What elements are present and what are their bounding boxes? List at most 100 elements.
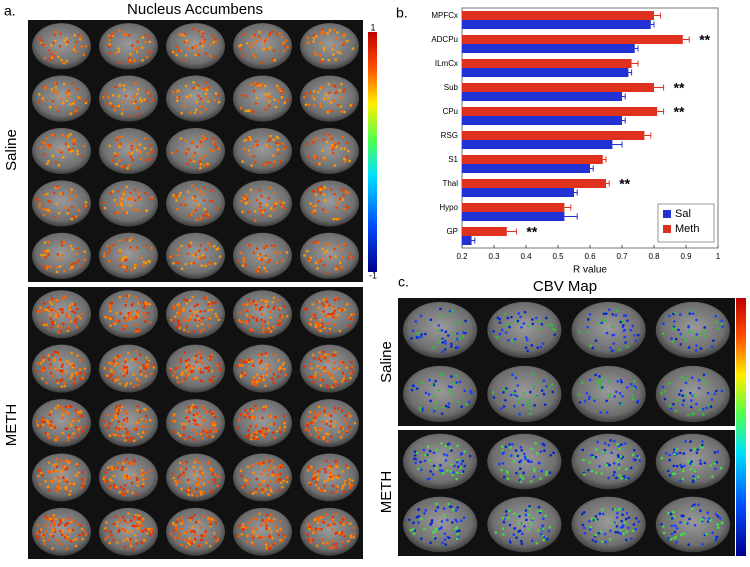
- activation: [318, 412, 321, 415]
- activation: [51, 375, 54, 378]
- activation: [459, 381, 462, 384]
- activation: [260, 367, 263, 370]
- activation: [203, 208, 206, 211]
- activation: [694, 336, 697, 339]
- activation: [623, 336, 626, 339]
- activation: [340, 426, 343, 429]
- activation: [309, 483, 312, 486]
- bar: [462, 227, 507, 236]
- activation: [108, 245, 111, 248]
- activation: [81, 528, 84, 531]
- activation: [179, 462, 182, 465]
- activation: [38, 530, 41, 533]
- activation: [200, 379, 203, 382]
- activation: [51, 297, 54, 300]
- activation: [265, 523, 268, 526]
- activation: [125, 270, 128, 273]
- activation: [526, 402, 529, 405]
- activation: [509, 524, 512, 527]
- activation: [443, 453, 446, 456]
- activation: [75, 545, 78, 548]
- activation: [62, 323, 65, 326]
- activation: [462, 335, 465, 338]
- activation: [240, 364, 243, 367]
- activation: [420, 382, 423, 385]
- activation: [131, 530, 134, 533]
- activation: [110, 466, 113, 469]
- activation: [195, 101, 198, 104]
- activation: [52, 55, 55, 58]
- activation: [247, 412, 250, 415]
- activation: [338, 309, 341, 312]
- activation: [444, 538, 447, 541]
- activation: [263, 47, 266, 50]
- activation: [450, 449, 453, 452]
- activation: [214, 478, 217, 481]
- activation: [175, 524, 178, 527]
- activation: [198, 49, 201, 52]
- activation: [50, 318, 53, 321]
- activation: [114, 86, 117, 89]
- activation: [125, 186, 128, 189]
- activation: [253, 90, 256, 93]
- activation: [306, 424, 309, 427]
- activation: [603, 320, 606, 323]
- activation: [210, 189, 213, 192]
- activation: [350, 252, 353, 255]
- activation: [83, 478, 86, 481]
- activation: [119, 251, 122, 254]
- activation: [622, 508, 625, 511]
- activation: [586, 392, 589, 395]
- activation: [332, 53, 335, 56]
- activation: [605, 400, 608, 403]
- activation: [440, 442, 443, 445]
- activation: [266, 96, 269, 99]
- activation: [212, 34, 215, 37]
- activation: [262, 327, 265, 330]
- activation: [137, 88, 140, 91]
- activation: [212, 473, 215, 476]
- activation: [554, 329, 557, 332]
- activation: [430, 318, 433, 321]
- activation: [533, 404, 536, 407]
- activation: [432, 346, 435, 349]
- activation: [613, 471, 616, 474]
- activation: [53, 360, 56, 363]
- activation: [147, 152, 150, 155]
- activation: [667, 470, 670, 473]
- activation: [414, 462, 417, 465]
- activation: [130, 311, 133, 314]
- activation: [440, 527, 443, 530]
- activation: [616, 516, 619, 519]
- activation: [457, 465, 460, 468]
- activation: [545, 473, 548, 476]
- activation: [57, 476, 60, 479]
- activation: [333, 100, 336, 103]
- activation: [311, 189, 314, 192]
- activation: [603, 313, 606, 316]
- activation: [350, 313, 353, 316]
- activation: [52, 323, 55, 326]
- activation: [270, 327, 273, 330]
- activation: [129, 239, 132, 242]
- activation: [67, 145, 70, 148]
- activation: [323, 132, 326, 135]
- activation: [183, 329, 186, 332]
- activation: [145, 303, 148, 306]
- activation: [126, 431, 129, 434]
- activation: [335, 268, 338, 271]
- activation: [278, 252, 281, 255]
- activation: [265, 433, 268, 436]
- activation: [272, 301, 275, 304]
- activation: [410, 337, 413, 340]
- activation: [313, 37, 316, 40]
- activation: [138, 362, 141, 365]
- activation: [141, 46, 144, 49]
- activation: [71, 375, 74, 378]
- activation: [252, 543, 255, 546]
- activation: [353, 527, 356, 530]
- activation: [79, 415, 82, 418]
- activation: [632, 325, 635, 328]
- activation: [137, 314, 140, 317]
- activation: [173, 306, 176, 309]
